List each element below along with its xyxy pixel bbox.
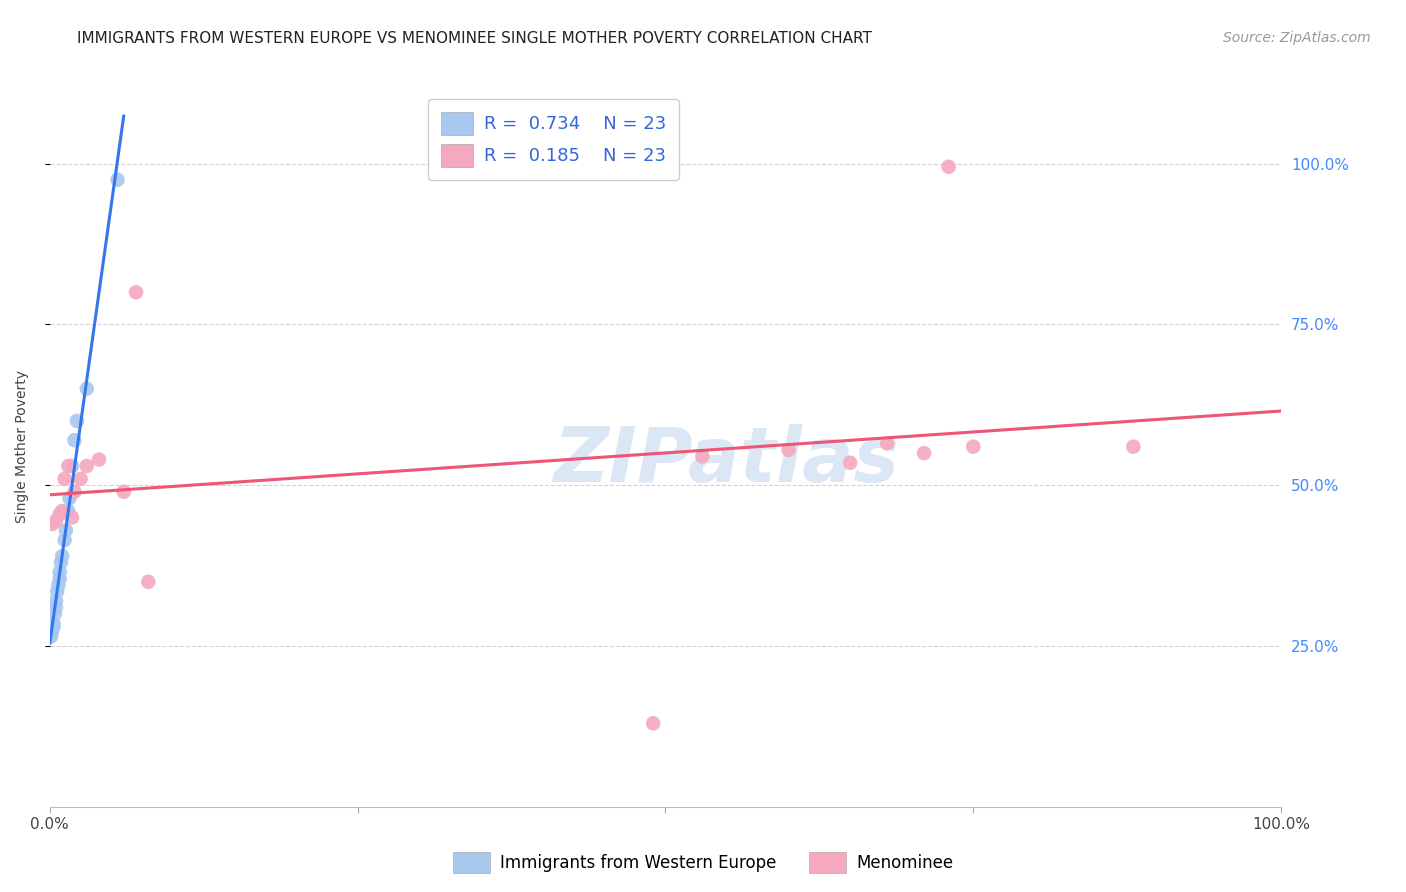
Point xyxy=(53,472,76,486)
Point xyxy=(51,504,73,518)
Point xyxy=(839,456,862,470)
Point xyxy=(58,504,80,518)
Point xyxy=(51,549,73,563)
Point xyxy=(1122,440,1144,454)
Point xyxy=(912,446,935,460)
Point xyxy=(41,516,63,531)
Point xyxy=(58,491,80,505)
Point xyxy=(46,584,69,599)
Point xyxy=(48,565,70,579)
Point xyxy=(876,436,898,450)
Point xyxy=(48,578,70,592)
Point xyxy=(48,507,70,521)
Text: IMMIGRANTS FROM WESTERN EUROPE VS MENOMINEE SINGLE MOTHER POVERTY CORRELATION CH: IMMIGRANTS FROM WESTERN EUROPE VS MENOMI… xyxy=(77,31,872,46)
Point xyxy=(58,458,80,473)
Point xyxy=(87,452,110,467)
Point xyxy=(63,434,86,448)
Point xyxy=(42,616,65,631)
Legend: Immigrants from Western Europe, Menominee: Immigrants from Western Europe, Menomine… xyxy=(446,846,960,880)
Point xyxy=(39,626,62,640)
Point xyxy=(60,458,83,473)
Legend: R =  0.734    N = 23, R =  0.185    N = 23: R = 0.734 N = 23, R = 0.185 N = 23 xyxy=(429,99,679,179)
Point xyxy=(643,716,665,731)
Point xyxy=(48,572,70,586)
Point xyxy=(125,285,148,300)
Point xyxy=(45,514,67,528)
Point xyxy=(45,600,67,615)
Point xyxy=(692,450,714,464)
Point xyxy=(66,414,89,428)
Point xyxy=(60,510,83,524)
Point xyxy=(39,630,62,644)
Point xyxy=(962,440,984,454)
Point xyxy=(778,442,800,457)
Point xyxy=(55,524,77,538)
Point xyxy=(49,556,72,570)
Point xyxy=(76,458,98,473)
Point xyxy=(44,607,66,621)
Point xyxy=(42,620,65,634)
Point xyxy=(112,484,135,499)
Text: Source: ZipAtlas.com: Source: ZipAtlas.com xyxy=(1223,31,1371,45)
Point xyxy=(76,382,98,396)
Point xyxy=(41,623,63,637)
Text: ZIPatlas: ZIPatlas xyxy=(554,424,900,498)
Point xyxy=(45,594,67,608)
Point xyxy=(63,484,86,499)
Point xyxy=(107,172,129,186)
Point xyxy=(138,574,160,589)
Y-axis label: Single Mother Poverty: Single Mother Poverty xyxy=(15,370,30,524)
Point xyxy=(938,160,960,174)
Point xyxy=(69,472,91,486)
Point xyxy=(53,533,76,547)
